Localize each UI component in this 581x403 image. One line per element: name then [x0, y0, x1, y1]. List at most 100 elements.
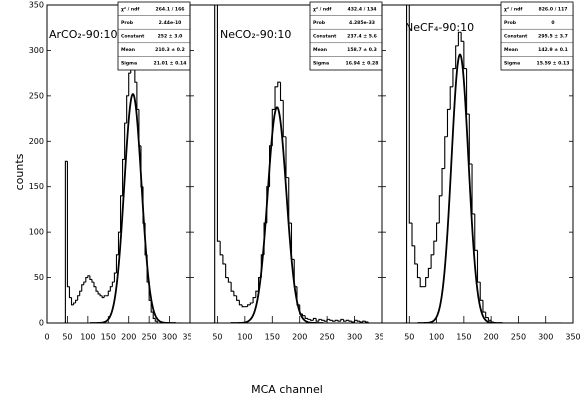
histogram-bin: [425, 277, 429, 287]
histogram-bin: [99, 293, 103, 297]
histogram-bin: [73, 302, 76, 305]
histogram-bin: [70, 297, 74, 306]
histogram-bin: [340, 318, 344, 322]
histogram-bin: [109, 286, 113, 292]
histogram-bin: [414, 245, 418, 265]
plot-area: [403, 5, 563, 323]
plot-area: [63, 58, 182, 323]
stats-value: 142.9 ± 0.1: [538, 47, 568, 53]
histogram-bin: [436, 222, 440, 242]
histogram-bin: [348, 320, 352, 322]
histogram-bin: [351, 321, 355, 323]
histogram-bin: [122, 158, 125, 196]
histogram-bin: [482, 300, 486, 313]
histogram-bin: [150, 300, 154, 313]
histogram-bin: [318, 318, 322, 322]
histogram-bin: [103, 295, 107, 298]
x-tick-label: 200: [121, 333, 136, 342]
histogram-bin: [323, 320, 328, 322]
stats-value: 264.1 / 166: [156, 6, 185, 12]
stats-name: χ² / ndf: [313, 6, 332, 12]
stats-name: Prob: [504, 20, 517, 26]
x-tick-label: 300: [162, 333, 177, 342]
x-axis-label: MCA channel: [251, 383, 323, 396]
y-tick-label: 350: [29, 1, 44, 10]
panel-label: ArCO₂-90:10: [49, 28, 117, 41]
y-tick-label: 200: [29, 137, 44, 146]
histogram-bin: [416, 263, 421, 279]
histogram-bin: [343, 319, 347, 322]
histogram-bin: [134, 68, 137, 83]
histogram-bin: [337, 320, 341, 322]
histogram-bin: [222, 254, 226, 265]
stats-value: 2.44e-10: [159, 20, 182, 26]
histogram-bin: [367, 322, 372, 323]
y-tick-label: 150: [29, 182, 44, 191]
histogram-bin: [154, 318, 158, 322]
histogram-bin: [282, 100, 286, 138]
histogram-bin: [152, 312, 156, 320]
stats-value: 210.3 ± 0.2: [155, 47, 185, 53]
histogram-bin: [285, 136, 289, 179]
histogram-bin: [446, 108, 451, 137]
histogram-bin: [463, 41, 467, 70]
stats-value: 158.7 ± 0.3: [347, 47, 377, 53]
x-tick-label: 250: [511, 333, 526, 342]
histogram-bin: [230, 282, 234, 292]
histogram-bin: [101, 295, 105, 299]
y-tick-label: 300: [29, 46, 44, 55]
pad: 50 100 150 200 250 300 350: [404, 333, 580, 342]
histogram-bin: [87, 275, 90, 278]
x-tick-label: 200: [292, 333, 307, 342]
frame: [381, 4, 574, 324]
stats-box: [309, 1, 383, 71]
histogram-bin: [238, 300, 243, 306]
y-tick-label: 250: [29, 91, 44, 100]
histogram-bin: [315, 318, 319, 322]
histogram-bin: [457, 31, 462, 46]
x-tick-label: 150: [265, 333, 280, 342]
stats-value: 237.4 ± 5.6: [347, 34, 377, 40]
histogram-bin: [214, 5, 218, 323]
stats-name: Prob: [313, 20, 326, 26]
stats-name: χ² / ndf: [504, 6, 523, 12]
panel-label: NeCF₄-90:10: [405, 21, 474, 34]
histogram-bin: [487, 317, 492, 321]
histogram-bin: [136, 82, 139, 111]
histogram-bin: [419, 277, 423, 288]
histogram-bin: [107, 290, 111, 296]
histogram-bin: [117, 231, 121, 255]
histogram-bin: [430, 254, 434, 269]
y-axis-label: counts: [13, 153, 26, 190]
histogram-bin: [411, 223, 415, 247]
stats-value: 4.285e-33: [349, 20, 375, 26]
histogram-bin: [247, 304, 251, 307]
x-tick-label: 300: [347, 333, 362, 342]
fit-curve: [417, 53, 503, 323]
x-tick-label: 100: [429, 333, 444, 342]
x-tick-label: 200: [484, 333, 499, 342]
stats-name: Sigma: [313, 61, 329, 67]
histogram-bin: [485, 312, 489, 319]
stats-name: Sigma: [121, 61, 137, 67]
histogram-bin: [156, 321, 160, 323]
histogram-bin: [97, 291, 101, 295]
histogram-bin: [406, 5, 410, 323]
stats-name: Constant: [121, 34, 145, 40]
histogram-bin: [128, 72, 131, 96]
histogram-bin: [364, 321, 369, 323]
histogram-bin: [288, 177, 292, 224]
x-tick-label: 0: [44, 333, 49, 342]
y-tick-label: 0: [39, 319, 44, 328]
stats-value: 252 ± 3.0: [158, 34, 183, 40]
histogram-bin: [274, 86, 278, 110]
histogram-bin: [85, 277, 88, 283]
histogram-bin: [124, 122, 127, 160]
stats-name: Mean: [121, 47, 135, 53]
histogram-bin: [476, 250, 481, 283]
stats-box: [117, 1, 191, 71]
histogram-bin: [79, 290, 82, 296]
histogram-bin: [83, 281, 86, 285]
y-tick-label: 100: [29, 228, 44, 237]
histogram-bin: [252, 297, 256, 304]
